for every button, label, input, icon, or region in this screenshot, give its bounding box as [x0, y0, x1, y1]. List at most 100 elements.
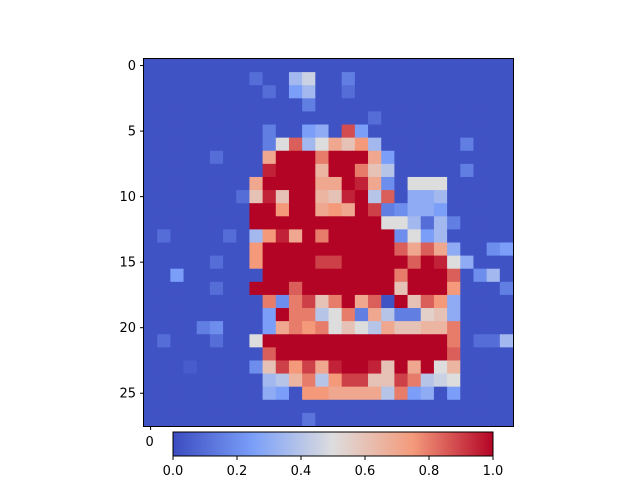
heatmap-cell: [302, 347, 316, 362]
heatmap-cell: [249, 321, 264, 335]
heatmap-cell: [302, 294, 316, 309]
heatmap-cell: [407, 268, 422, 283]
heatmap-cell: [315, 399, 330, 414]
heatmap-cell: [420, 281, 435, 296]
heatmap-cell: [249, 85, 264, 99]
heatmap-cell: [499, 150, 514, 165]
heatmap-cell: [236, 334, 251, 348]
heatmap-cell: [381, 163, 395, 178]
heatmap-cell: [486, 176, 501, 191]
heatmap-cell: [368, 111, 382, 126]
heatmap-cell: [183, 321, 198, 335]
heatmap-cell: [447, 255, 461, 270]
heatmap-cell: [368, 399, 382, 414]
heatmap-cell: [170, 111, 185, 126]
heatmap-cell: [157, 255, 171, 270]
heatmap-cell: [236, 399, 251, 414]
heatmap-cell: [249, 399, 264, 414]
heatmap-cell: [170, 72, 185, 86]
colorbar-tick-label: 0.8: [419, 464, 440, 479]
heatmap-cell: [249, 111, 264, 126]
heatmap-cell: [262, 294, 277, 309]
heatmap-cell: [236, 98, 251, 113]
heatmap-cell: [407, 85, 422, 99]
heatmap-cell: [302, 360, 316, 375]
heatmap-cell: [328, 59, 343, 73]
heatmap-cell: [249, 347, 264, 362]
y-tick-label: 0: [128, 59, 136, 74]
heatmap-cell: [236, 176, 251, 191]
heatmap-cell: [302, 216, 316, 230]
heatmap-cell: [262, 85, 277, 99]
heatmap-cell: [368, 334, 382, 348]
colorbar-tick-label: 0.4: [291, 464, 312, 479]
heatmap-cell: [209, 72, 224, 86]
heatmap-cell: [157, 190, 171, 204]
heatmap-cell: [170, 308, 185, 322]
heatmap-cell: [328, 98, 343, 113]
heatmap-cell: [262, 216, 277, 230]
heatmap-cell: [460, 386, 475, 401]
heatmap-cell: [460, 163, 475, 178]
heatmap-cell: [288, 59, 303, 73]
heatmap-cell: [486, 59, 501, 73]
colorbar-tick-label: 1.0: [483, 464, 504, 479]
heatmap-cell: [288, 124, 303, 139]
heatmap-cell: [499, 268, 514, 283]
heatmap-cell: [368, 360, 382, 375]
heatmap-cell: [288, 163, 303, 178]
heatmap-cell: [473, 386, 488, 401]
heatmap-cell: [499, 360, 514, 375]
heatmap-cell: [473, 412, 488, 427]
heatmap-cell: [341, 203, 356, 217]
heatmap-cell: [315, 216, 330, 230]
heatmap-cell: [196, 150, 211, 165]
heatmap-cell: [144, 190, 158, 204]
heatmap-cell: [354, 216, 369, 230]
heatmap-cell: [170, 347, 185, 362]
heatmap-cell: [420, 85, 435, 99]
heatmap-cell: [368, 321, 382, 335]
heatmap-cell: [486, 98, 501, 113]
heatmap-cell: [262, 360, 277, 375]
heatmap-cell: [499, 176, 514, 191]
heatmap-cell: [460, 347, 475, 362]
heatmap-cell: [407, 321, 422, 335]
heatmap-cell: [209, 399, 224, 414]
heatmap-cell: [288, 281, 303, 296]
heatmap-cell: [433, 294, 448, 309]
heatmap-cell: [302, 255, 316, 270]
y-tick-label: 20: [119, 321, 136, 336]
heatmap-cell: [486, 399, 501, 414]
heatmap-cell: [288, 150, 303, 165]
heatmap-cell: [433, 386, 448, 401]
heatmap-cell: [144, 72, 158, 86]
heatmap-cell: [275, 163, 290, 178]
heatmap-cell: [420, 137, 435, 152]
heatmap-cell: [223, 308, 237, 322]
heatmap-cell: [433, 229, 448, 244]
heatmap-cell: [275, 98, 290, 113]
heatmap-cell: [433, 72, 448, 86]
heatmap-cell: [183, 412, 198, 427]
heatmap-cell: [236, 203, 251, 217]
heatmap-cell: [157, 216, 171, 230]
heatmap-cell: [262, 281, 277, 296]
heatmap-cell: [183, 85, 198, 99]
heatmap-cell: [223, 281, 237, 296]
heatmap-cell: [407, 111, 422, 126]
heatmap-cell: [420, 255, 435, 270]
heatmap-cell: [209, 321, 224, 335]
heatmap-cell: [447, 412, 461, 427]
heatmap-cell: [196, 229, 211, 244]
heatmap-cell: [433, 281, 448, 296]
heatmap-cell: [249, 281, 264, 296]
heatmap-cell: [381, 72, 395, 86]
heatmap-cell: [275, 281, 290, 296]
heatmap-cell: [460, 124, 475, 139]
heatmap-cell: [341, 242, 356, 257]
heatmap-cell: [499, 111, 514, 126]
heatmap-cell: [236, 229, 251, 244]
heatmap-cell: [183, 124, 198, 139]
heatmap-cell: [394, 163, 409, 178]
